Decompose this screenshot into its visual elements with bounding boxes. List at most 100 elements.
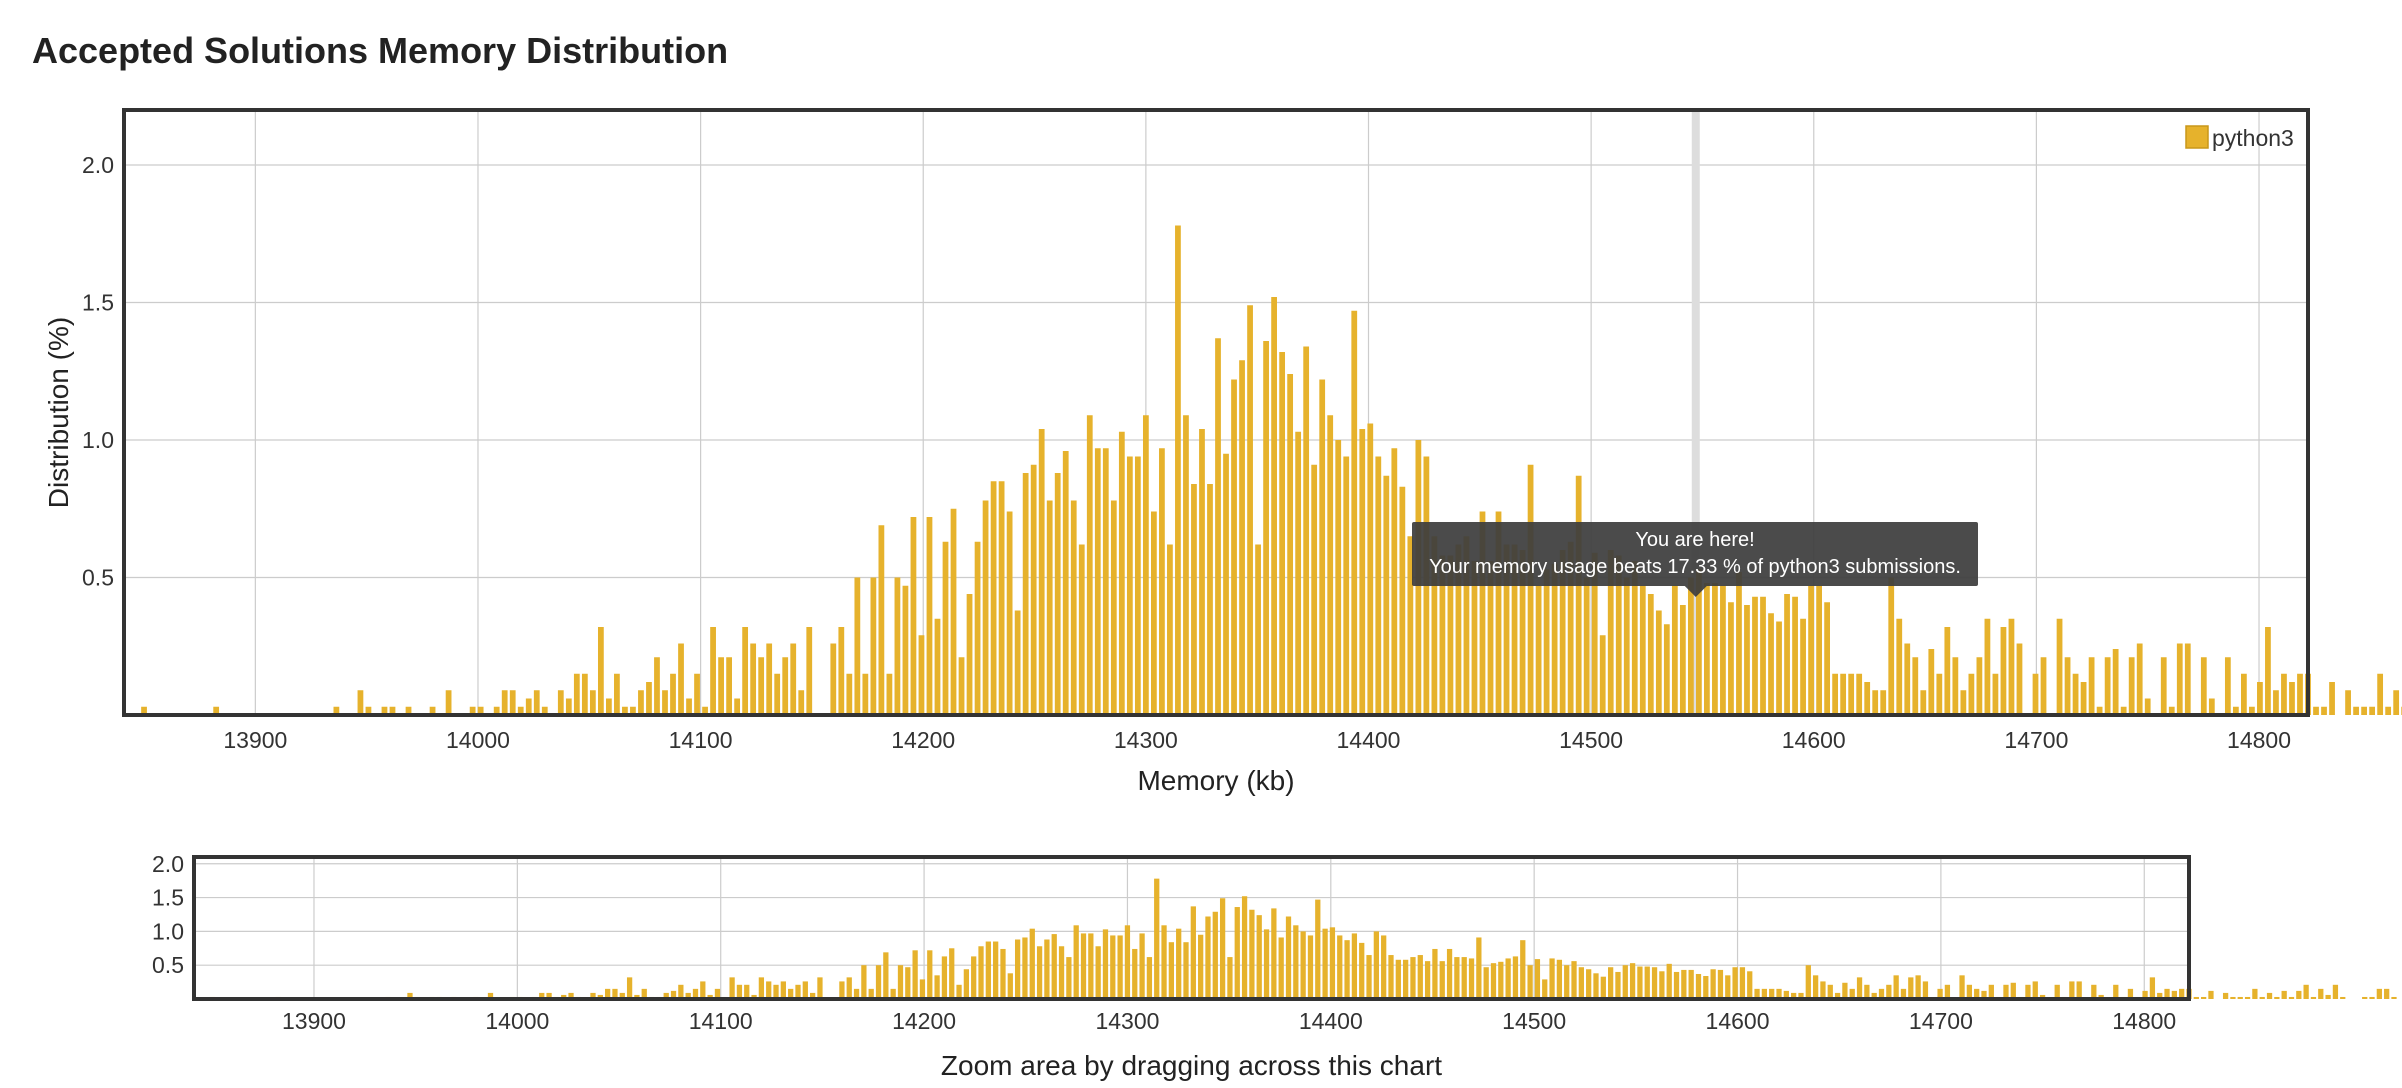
main-bar[interactable] [2289, 682, 2295, 715]
nav-bar[interactable] [1695, 973, 1702, 999]
main-bar[interactable] [1391, 448, 1398, 715]
nav-bar[interactable] [1300, 931, 1306, 999]
main-bar[interactable] [1928, 649, 1935, 715]
main-bar[interactable] [1495, 511, 1502, 716]
main-bar[interactable] [982, 500, 989, 716]
nav-bar[interactable] [1666, 963, 1672, 999]
nav-bar[interactable] [590, 992, 596, 999]
main-bar[interactable] [1022, 473, 1029, 715]
main-bar[interactable] [998, 481, 1005, 715]
main-bar[interactable] [686, 698, 692, 716]
main-bar[interactable] [830, 643, 837, 716]
main-bar[interactable] [670, 673, 676, 715]
nav-bar[interactable] [1922, 981, 1929, 999]
main-bar[interactable] [2297, 673, 2303, 715]
main-bar[interactable] [1367, 423, 1374, 716]
nav-bar[interactable] [861, 965, 867, 999]
nav-bar[interactable] [1066, 957, 1072, 999]
main-bar[interactable] [2329, 682, 2335, 715]
main-bar[interactable] [766, 643, 773, 716]
nav-bar[interactable] [1058, 946, 1065, 999]
main-bar[interactable] [1880, 690, 1887, 715]
main-bar[interactable] [1647, 594, 1654, 715]
main-bar[interactable] [614, 673, 620, 715]
main-bar[interactable] [854, 577, 861, 716]
main-bar[interactable] [557, 690, 564, 715]
main-bar[interactable] [2377, 673, 2384, 715]
nav-bar[interactable] [1600, 976, 1606, 999]
main-bar[interactable] [1271, 297, 1277, 715]
main-bar[interactable] [1239, 360, 1245, 715]
main-bar[interactable] [990, 481, 997, 715]
nav-bar[interactable] [2025, 984, 2031, 999]
main-bar[interactable] [1159, 448, 1165, 715]
main-bar[interactable] [1752, 596, 1758, 715]
main-bar[interactable] [2281, 673, 2287, 715]
main-bar[interactable] [1663, 624, 1670, 715]
main-bar[interactable] [1936, 673, 1943, 715]
nav-bar[interactable] [1915, 975, 1921, 999]
nav-bar[interactable] [597, 994, 603, 999]
nav-bar[interactable] [1893, 975, 1899, 999]
main-bar[interactable] [1720, 585, 1726, 715]
nav-bar[interactable] [1966, 984, 1972, 999]
nav-bar[interactable] [2222, 992, 2229, 999]
main-bar[interactable] [501, 690, 508, 715]
main-bar[interactable] [862, 673, 869, 715]
nav-bar[interactable] [1366, 955, 1372, 999]
nav-bar[interactable] [744, 984, 750, 999]
nav-bar[interactable] [1146, 957, 1153, 999]
main-bar[interactable] [638, 690, 644, 715]
main-bar[interactable] [1070, 500, 1077, 716]
nav-bar[interactable] [1007, 973, 1013, 999]
nav-bar[interactable] [1651, 967, 1658, 999]
main-bar[interactable] [1744, 605, 1750, 715]
nav-bar[interactable] [1154, 878, 1160, 999]
main-bar[interactable] [870, 577, 877, 716]
nav-bar[interactable] [2142, 990, 2148, 999]
main-bar[interactable] [1351, 310, 1358, 715]
nav-bar[interactable] [2310, 996, 2317, 999]
main-bar[interactable] [517, 706, 524, 715]
main-bar[interactable] [2345, 690, 2351, 715]
main-bar[interactable] [1792, 596, 1798, 715]
main-bar[interactable] [1912, 657, 1919, 715]
main-bar[interactable] [1447, 555, 1454, 716]
main-bar[interactable] [950, 508, 957, 715]
nav-bar[interactable] [2332, 984, 2339, 999]
nav-bar[interactable] [2274, 996, 2280, 999]
nav-bar[interactable] [2171, 990, 2177, 999]
main-bar[interactable] [1215, 338, 1221, 715]
nav-bar[interactable] [1432, 948, 1438, 999]
main-bar[interactable] [1487, 561, 1494, 715]
main-bar[interactable] [1343, 456, 1350, 716]
nav-bar[interactable] [1395, 959, 1401, 999]
nav-bar[interactable] [1132, 948, 1138, 999]
nav-bar[interactable] [1381, 935, 1387, 999]
main-bar[interactable] [886, 673, 893, 715]
nav-bar[interactable] [1571, 961, 1577, 999]
main-bar[interactable] [1984, 618, 1991, 715]
main-bar[interactable] [1231, 379, 1237, 716]
main-bar[interactable] [2120, 706, 2127, 715]
nav-bar[interactable] [663, 992, 669, 999]
nav-bar[interactable] [1944, 984, 1951, 999]
main-bar[interactable] [2072, 673, 2079, 715]
nav-bar[interactable] [1505, 958, 1511, 999]
main-bar[interactable] [1639, 585, 1646, 715]
nav-bar[interactable] [1798, 992, 1804, 999]
main-bar[interactable] [357, 690, 364, 715]
nav-bar[interactable] [1439, 961, 1445, 999]
nav-bar[interactable] [1139, 933, 1145, 999]
nav-bar[interactable] [1476, 937, 1482, 999]
nav-bar[interactable] [1234, 907, 1240, 999]
nav-bar[interactable] [1512, 956, 1519, 999]
main-bar[interactable] [493, 706, 500, 715]
nav-bar[interactable] [2091, 984, 2097, 999]
main-bar[interactable] [1463, 536, 1470, 715]
main-bar[interactable] [381, 706, 388, 715]
nav-bar[interactable] [1564, 965, 1570, 999]
nav-bar[interactable] [2076, 981, 2082, 999]
main-bar[interactable] [1583, 577, 1590, 716]
main-bar[interactable] [2112, 649, 2119, 715]
